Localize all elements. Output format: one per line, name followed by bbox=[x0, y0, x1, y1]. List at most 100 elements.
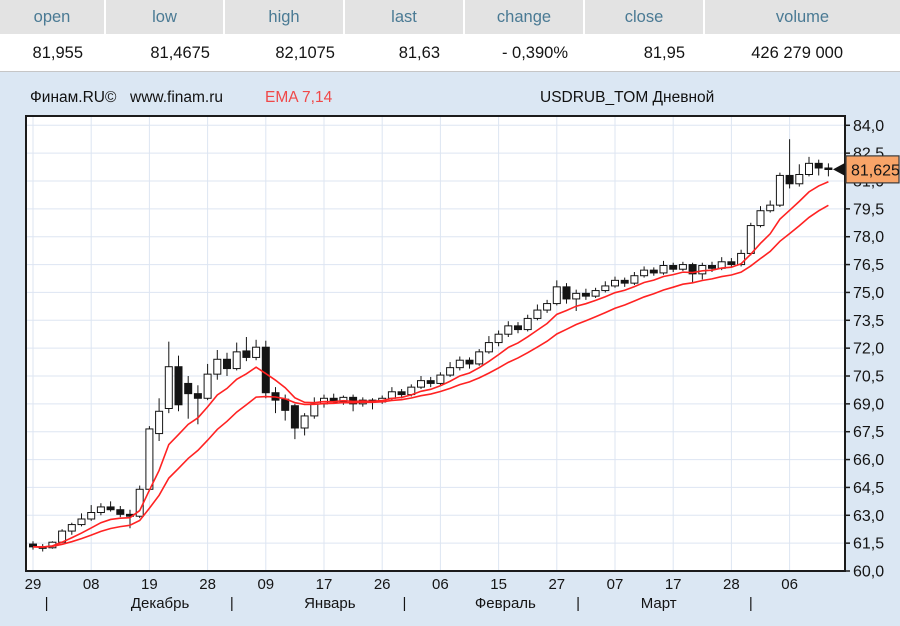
candlestick-plot: 84,082,581,079,578,076,575,073,572,070,5… bbox=[25, 115, 900, 612]
candle-body bbox=[640, 269, 649, 277]
quote-value-open: 81,955 bbox=[32, 44, 83, 62]
y-tick-label: 66,0 bbox=[853, 452, 884, 469]
candle-body bbox=[174, 366, 183, 406]
quote-table-values: 81,955 81,4675 82,1075 81,63 - 0,390% 81… bbox=[0, 36, 900, 70]
candle-body bbox=[465, 359, 474, 365]
candle-body bbox=[523, 317, 532, 331]
candle-body bbox=[688, 264, 697, 275]
quote-value-change: - 0,390% bbox=[501, 44, 568, 62]
candle-body bbox=[814, 162, 823, 169]
x-tick-label: 28 bbox=[199, 576, 216, 593]
candle-body bbox=[87, 512, 96, 520]
quote-value-last: 81,63 bbox=[398, 44, 440, 62]
candle-body bbox=[475, 351, 484, 365]
candle-body bbox=[484, 342, 493, 353]
candle-body bbox=[455, 359, 464, 369]
y-tick-label: 72,0 bbox=[853, 341, 884, 358]
candle-body bbox=[96, 506, 105, 513]
candle-body bbox=[572, 292, 581, 300]
y-tick-label: 79,5 bbox=[853, 201, 884, 218]
candle-body bbox=[601, 285, 610, 292]
x-tick-label: 29 bbox=[25, 576, 42, 593]
month-label: Февраль bbox=[475, 595, 536, 612]
y-tick-label: 67,5 bbox=[853, 424, 884, 441]
month-separator: | bbox=[403, 595, 407, 612]
site-label: www.finam.ru bbox=[129, 89, 223, 106]
plot-background bbox=[26, 116, 845, 571]
ema-line bbox=[32, 204, 829, 548]
candle-body bbox=[203, 373, 212, 399]
candle-body bbox=[164, 366, 173, 410]
x-tick-label: 19 bbox=[141, 576, 158, 593]
candle-body bbox=[698, 265, 707, 275]
candle-body bbox=[727, 261, 736, 266]
y-tick-label: 78,0 bbox=[853, 229, 884, 246]
quote-header-change: change bbox=[465, 0, 585, 34]
x-tick-label: 15 bbox=[490, 576, 507, 593]
candle-body bbox=[300, 415, 309, 429]
y-tick-label: 60,0 bbox=[853, 564, 884, 581]
y-tick-label: 84,0 bbox=[853, 118, 884, 135]
candle-body bbox=[795, 174, 804, 185]
candle-body bbox=[397, 391, 406, 396]
candle-body bbox=[106, 506, 115, 511]
quote-value-high: 82,1075 bbox=[275, 44, 335, 62]
candle-body bbox=[310, 403, 319, 417]
month-separator: | bbox=[749, 595, 753, 612]
candle-body bbox=[581, 292, 590, 297]
candle-body bbox=[746, 225, 755, 254]
candle-body bbox=[261, 346, 270, 394]
x-tick-label: 26 bbox=[374, 576, 391, 593]
candle-body bbox=[620, 279, 629, 284]
candle-body bbox=[805, 162, 813, 175]
quote-value-volume: 426 279 000 bbox=[751, 44, 843, 62]
last-price-label: 81,625 bbox=[845, 155, 900, 184]
x-tick-label: 27 bbox=[548, 576, 565, 593]
quote-table-header: open low high last change close volume bbox=[0, 0, 900, 34]
quote-header-close: close bbox=[585, 0, 705, 34]
month-label: Декабрь bbox=[131, 595, 190, 612]
x-tick-label: 17 bbox=[665, 576, 682, 593]
x-tick-label: 09 bbox=[257, 576, 274, 593]
candle-body bbox=[708, 265, 716, 269]
candle-body bbox=[116, 509, 125, 515]
month-separator: | bbox=[576, 595, 580, 612]
candle-body bbox=[417, 380, 425, 388]
y-tick-label: 63,0 bbox=[853, 508, 884, 525]
candle-body bbox=[387, 391, 396, 399]
quote-value-low: 81,4675 bbox=[150, 44, 210, 62]
y-tick-label: 64,5 bbox=[853, 480, 884, 497]
candle-body bbox=[232, 351, 241, 370]
x-tick-label: 06 bbox=[781, 576, 798, 593]
candle-body bbox=[77, 518, 86, 526]
chart-region: Финам.RU© www.finam.ru EMA 7,14 USDRUB_T… bbox=[0, 71, 900, 626]
candle-body bbox=[659, 265, 668, 274]
quote-header-volume: volume bbox=[705, 0, 900, 34]
candle-body bbox=[533, 309, 542, 319]
candle-body bbox=[67, 524, 76, 532]
quote-header-open: open bbox=[0, 0, 106, 34]
candle-body bbox=[766, 204, 775, 212]
price-pointer-icon bbox=[833, 162, 845, 176]
candle-body bbox=[630, 275, 639, 284]
candle-body bbox=[193, 393, 202, 399]
candle-body bbox=[824, 167, 833, 170]
last-price-text: 81,625 bbox=[851, 162, 900, 179]
candle-body bbox=[562, 286, 571, 300]
y-tick-label: 61,5 bbox=[853, 536, 884, 553]
y-tick-label: 76,5 bbox=[853, 257, 884, 274]
x-tick-label: 06 bbox=[432, 576, 449, 593]
candle-body bbox=[184, 382, 193, 395]
candle-body bbox=[775, 174, 784, 206]
candle-body bbox=[426, 380, 435, 384]
month-label: Март bbox=[641, 595, 677, 612]
month-label: Январь bbox=[304, 595, 356, 612]
y-tick-label: 70,5 bbox=[853, 369, 884, 386]
indicator-label: EMA 7,14 bbox=[265, 89, 333, 106]
candle-body bbox=[514, 325, 522, 331]
candle-body bbox=[145, 428, 154, 490]
candle-body bbox=[543, 303, 552, 311]
candle-body bbox=[591, 290, 600, 297]
candle-body bbox=[290, 405, 299, 429]
candle-body bbox=[446, 367, 455, 376]
